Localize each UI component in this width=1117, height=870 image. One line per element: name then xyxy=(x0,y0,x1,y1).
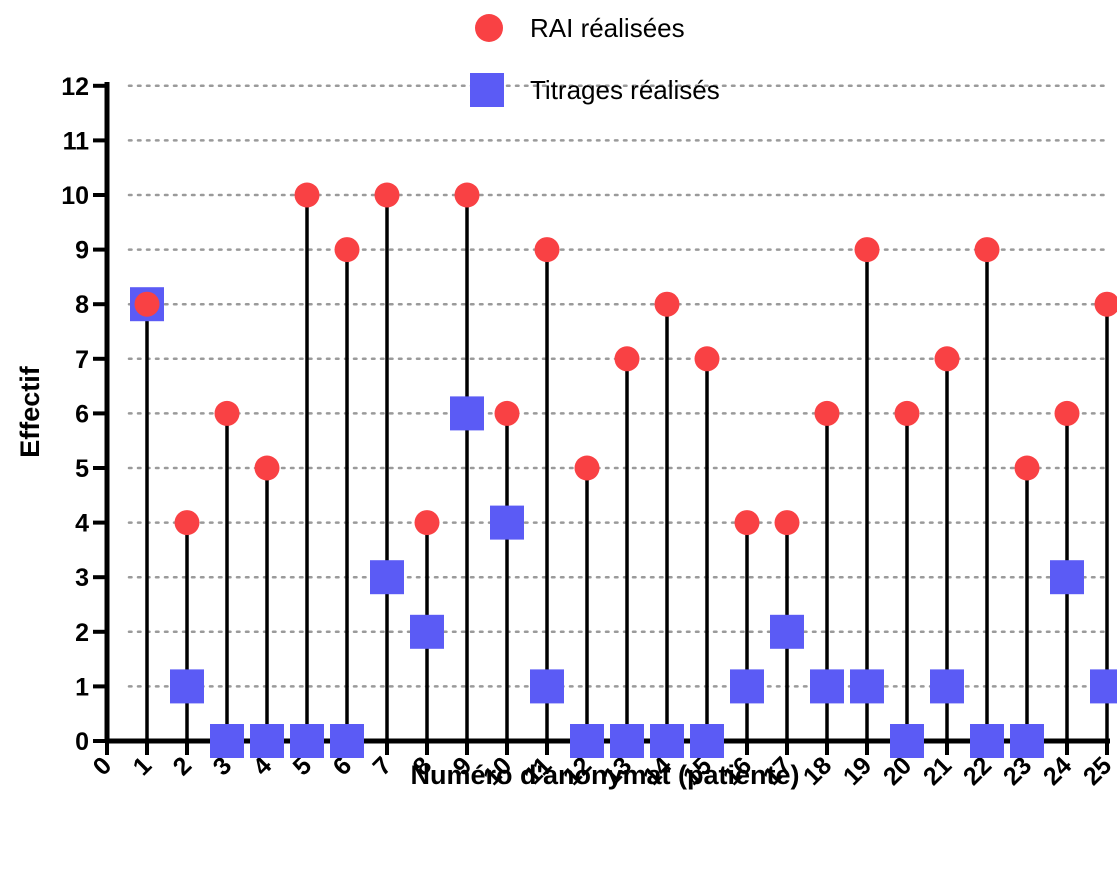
x-tick-label-1: 1 xyxy=(128,751,158,781)
titrages-point-18 xyxy=(810,669,844,704)
titrages-point-17 xyxy=(770,614,804,649)
rai-point-11 xyxy=(534,237,560,263)
rai-point-2 xyxy=(174,510,200,536)
y-tick-label-1: 1 xyxy=(75,673,89,701)
rai-point-9 xyxy=(454,182,480,208)
y-tick-label-5: 5 xyxy=(75,455,89,483)
lollipop-stems xyxy=(145,195,1109,741)
legend-label-titrages: Titrages réalisés xyxy=(530,75,720,105)
rai-point-21 xyxy=(934,346,960,372)
y-tick-label-3: 3 xyxy=(75,564,89,592)
titrages-point-8 xyxy=(410,614,444,649)
titrages-point-25 xyxy=(1090,669,1117,704)
y-tick-label-10: 10 xyxy=(61,182,89,210)
rai-point-12 xyxy=(574,455,600,481)
rai-point-16 xyxy=(734,510,760,536)
rai-point-1 xyxy=(134,291,160,317)
x-tick-label-25: 25 xyxy=(1078,751,1117,791)
rai-point-4 xyxy=(254,455,280,481)
rai-point-13 xyxy=(614,346,640,372)
x-tick-label-7: 7 xyxy=(368,751,398,781)
rai-point-7 xyxy=(374,182,400,208)
titrages-point-5 xyxy=(290,724,324,758)
x-tick-label-19: 19 xyxy=(838,751,877,790)
titrages-point-14 xyxy=(650,724,684,758)
x-tick-label-0: 0 xyxy=(88,751,118,781)
titrages-point-16 xyxy=(730,669,764,704)
titrages-point-24 xyxy=(1050,560,1084,595)
legend-marker-rai xyxy=(475,14,503,42)
rai-point-20 xyxy=(894,400,920,426)
x-axis-title: Numéro d'anonymat (patiente) xyxy=(411,760,800,790)
titrages-point-2 xyxy=(170,669,204,704)
rai-point-17 xyxy=(774,510,800,536)
legend: RAI réalisées Titrages réalisés xyxy=(470,13,720,107)
titrages-point-21 xyxy=(930,669,964,704)
titrages-point-13 xyxy=(610,724,644,758)
legend-label-rai: RAI réalisées xyxy=(530,13,685,43)
titrages-point-9 xyxy=(450,396,484,431)
titrages-point-10 xyxy=(490,505,524,540)
rai-point-14 xyxy=(654,291,680,317)
titrages-point-19 xyxy=(850,669,884,704)
y-tick-label-7: 7 xyxy=(75,346,89,374)
y-tick-label-8: 8 xyxy=(75,291,89,319)
titrages-point-7 xyxy=(370,560,404,595)
rai-point-10 xyxy=(494,400,520,426)
titrages-point-22 xyxy=(970,724,1004,758)
data-marks xyxy=(130,182,1117,758)
rai-point-8 xyxy=(414,510,440,536)
rai-point-5 xyxy=(294,182,320,208)
rai-point-19 xyxy=(854,237,880,263)
titrages-point-4 xyxy=(250,724,284,758)
y-tick-label-4: 4 xyxy=(75,510,89,538)
rai-point-15 xyxy=(694,346,720,372)
y-tick-label-0: 0 xyxy=(75,728,89,756)
y-tick-label-2: 2 xyxy=(75,619,89,647)
legend-marker-titrages xyxy=(470,73,504,107)
titrages-point-12 xyxy=(570,724,604,758)
rai-point-22 xyxy=(974,237,1000,263)
titrages-point-11 xyxy=(530,669,564,704)
rai-point-24 xyxy=(1054,400,1080,426)
x-tick-label-2: 2 xyxy=(168,751,198,781)
titrages-point-3 xyxy=(210,724,244,758)
grid-lines xyxy=(127,84,1112,688)
titrages-point-20 xyxy=(890,724,924,758)
y-tick-label-12: 12 xyxy=(61,73,89,101)
rai-point-18 xyxy=(814,400,840,426)
titrages-point-23 xyxy=(1010,724,1044,758)
rai-point-3 xyxy=(214,400,240,426)
y-axis-title: Effectif xyxy=(15,365,45,458)
titrages-point-15 xyxy=(690,724,724,758)
titrages-point-6 xyxy=(330,724,364,758)
rai-point-23 xyxy=(1014,455,1040,481)
rai-point-25 xyxy=(1094,291,1117,317)
y-tick-label-6: 6 xyxy=(75,400,89,428)
y-tick-label-11: 11 xyxy=(63,127,90,155)
x-tick-label-18: 18 xyxy=(798,751,838,791)
y-tick-label-9: 9 xyxy=(75,237,89,265)
rai-point-6 xyxy=(334,237,360,263)
